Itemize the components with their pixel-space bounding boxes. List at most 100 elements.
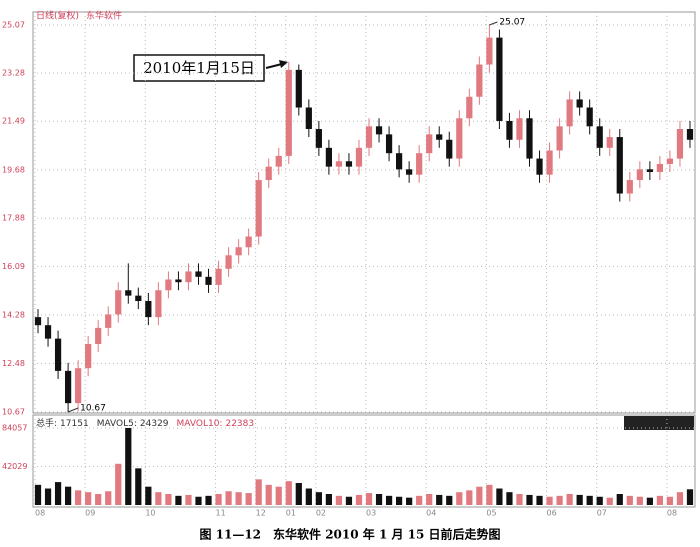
candle-body (456, 118, 463, 159)
candle-body (135, 295, 142, 302)
candle-body (275, 155, 282, 167)
indicator-value: 22383 (225, 419, 254, 429)
volume-bar (265, 484, 272, 505)
candle-body (436, 134, 443, 140)
candle-body (44, 325, 52, 339)
candle-body (666, 158, 674, 164)
candle-body (576, 99, 583, 108)
volume-bar (506, 492, 513, 505)
volume-bar (155, 492, 162, 505)
indicator-name: MAVOL10: (177, 419, 223, 429)
max-leader (489, 21, 498, 26)
candle-body (115, 290, 122, 315)
candle-body (596, 126, 603, 148)
volume-bar (44, 488, 52, 505)
candle-body (586, 107, 593, 127)
volume-bar (686, 489, 694, 505)
candle-body (145, 301, 152, 318)
volume-bar (536, 495, 543, 505)
candle-body (75, 368, 82, 404)
volume-bar (596, 496, 603, 505)
candle-body (526, 118, 533, 159)
volume-bar (54, 482, 62, 505)
volume-bar (486, 484, 493, 505)
candle-body (325, 147, 333, 167)
candle-body (556, 126, 563, 151)
candle-body (125, 290, 132, 296)
volume-bar (576, 494, 583, 505)
volume-bar (395, 496, 403, 505)
candle-body (315, 129, 322, 148)
volume-bar (516, 494, 523, 505)
volume-bar (115, 463, 122, 505)
volume-bar (215, 494, 222, 505)
volume-bar (466, 490, 473, 505)
candle-body (185, 271, 192, 283)
candle-body (345, 161, 353, 167)
volume-bar (105, 491, 112, 505)
volume-bar (426, 494, 433, 505)
volume-bar (646, 497, 653, 505)
volume-bar (285, 481, 292, 505)
volume-bar (335, 495, 343, 505)
volume-bar (566, 494, 573, 505)
volume-bar (616, 494, 623, 505)
candle-body (395, 153, 403, 170)
candle-body (616, 137, 623, 194)
x-tick-label: 12 (256, 509, 266, 518)
chart-title: 日线(复权) (36, 10, 79, 22)
candle-body (285, 69, 292, 156)
candle-body (235, 247, 242, 256)
candle-body (245, 236, 252, 248)
x-tick-label: 08 (667, 509, 677, 518)
volume-bar (626, 495, 633, 505)
volume-bar (64, 486, 72, 505)
x-tick-label: 08 (35, 509, 45, 518)
volume-bar (375, 494, 383, 505)
volume-bar (145, 486, 152, 505)
candle-body (265, 166, 272, 181)
volume-bar (165, 494, 172, 505)
max-label: 25.07 (499, 18, 525, 28)
candle-body (34, 317, 42, 326)
volume-bar (496, 488, 503, 505)
y-tick-label: 16.09 (2, 262, 25, 271)
candle-body (155, 290, 162, 318)
candle-body (516, 118, 523, 140)
volume-bar (556, 495, 563, 505)
volume-bar (365, 493, 373, 505)
volume-bar (385, 495, 393, 505)
candle-body (406, 169, 413, 175)
x-tick-label: 01 (286, 509, 296, 518)
candle-body (676, 129, 684, 159)
indicator-value: 17151 (60, 419, 89, 429)
candle-body (636, 169, 643, 181)
candle-body (566, 99, 573, 127)
volume-bar (275, 486, 282, 505)
candle-body (295, 69, 302, 108)
min-leader (67, 407, 79, 413)
volume-bar (406, 497, 413, 505)
candle-body (375, 126, 383, 135)
volume-bar (235, 492, 242, 505)
volume-bar (125, 428, 132, 505)
indicator-value: 24329 (140, 419, 169, 429)
candle-body (85, 344, 92, 369)
volume-bar (345, 496, 353, 505)
volume-bar (636, 496, 643, 505)
min-label: 10.67 (80, 404, 106, 414)
indicator-name: 总手: (36, 417, 57, 429)
candle-body (175, 279, 182, 283)
candle-body (656, 163, 664, 173)
stock-name: 东华软件 (86, 10, 122, 22)
x-tick-label: 10 (145, 509, 155, 518)
candle-body (446, 139, 453, 159)
candle-body (546, 150, 553, 175)
y-tick-label: 21.49 (2, 117, 25, 126)
x-tick-label: 06 (547, 509, 557, 518)
v-tick-label: 42029 (2, 462, 27, 471)
x-tick-label: 05 (486, 509, 496, 518)
annotation-box (133, 54, 265, 82)
candle-body (506, 120, 513, 140)
